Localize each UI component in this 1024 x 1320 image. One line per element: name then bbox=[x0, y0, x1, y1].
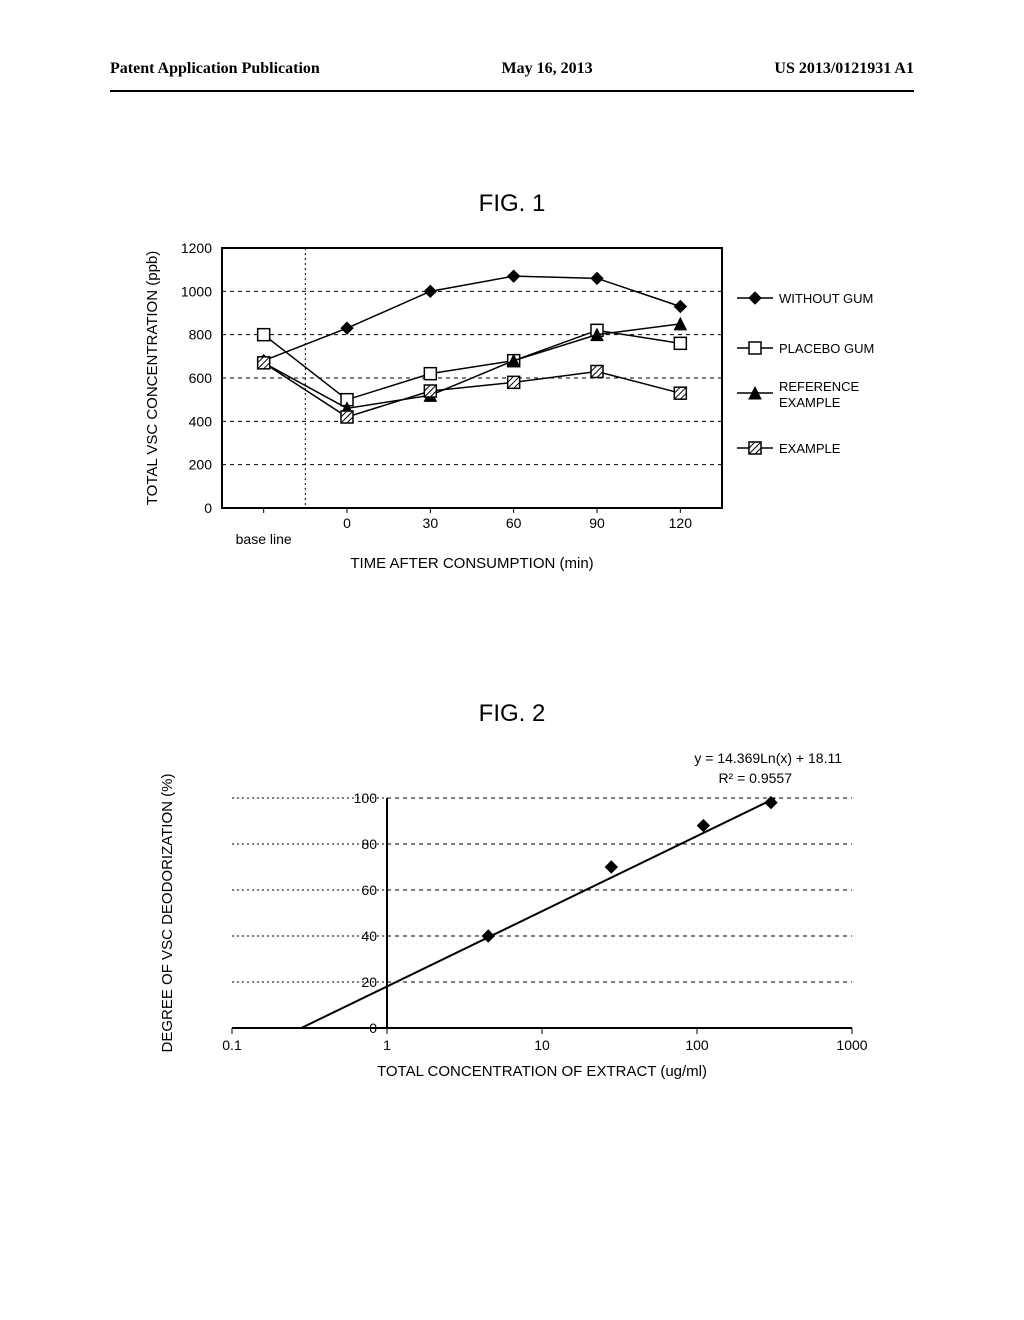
svg-text:0: 0 bbox=[343, 515, 351, 531]
svg-text:1200: 1200 bbox=[181, 240, 212, 256]
svg-text:600: 600 bbox=[189, 370, 213, 386]
svg-text:1000: 1000 bbox=[181, 283, 212, 299]
svg-text:200: 200 bbox=[189, 457, 213, 473]
figure-2-block: FIG. 2 2040608010000.11101001000y = 14.3… bbox=[0, 700, 1024, 1098]
figure-2-chart: 2040608010000.11101001000y = 14.369Ln(x)… bbox=[112, 738, 912, 1098]
svg-text:0: 0 bbox=[369, 1020, 377, 1036]
svg-text:10: 10 bbox=[534, 1037, 550, 1053]
svg-text:R² = 0.9557: R² = 0.9557 bbox=[718, 770, 792, 786]
header-right: US 2013/0121931 A1 bbox=[774, 60, 914, 90]
svg-text:EXAMPLE: EXAMPLE bbox=[779, 441, 841, 456]
svg-text:20: 20 bbox=[361, 974, 377, 990]
figure-1-chart: 0 200 400 600 800 1000 1200 base line 0 30 60 90 120… bbox=[112, 228, 912, 588]
svg-text:1: 1 bbox=[383, 1037, 391, 1053]
header-center: May 16, 2013 bbox=[502, 60, 593, 90]
svg-text:EXAMPLE: EXAMPLE bbox=[779, 395, 841, 410]
svg-text:40: 40 bbox=[361, 928, 377, 944]
svg-text:100: 100 bbox=[354, 790, 378, 806]
figure-1-block: FIG. 1 0 200 400 600 800 1000 1200 base line 0 30… bbox=[0, 190, 1024, 588]
figure-2-title: FIG. 2 bbox=[0, 700, 1024, 728]
svg-text:REFERENCE: REFERENCE bbox=[779, 379, 860, 394]
page-header: Patent Application Publication May 16, 2… bbox=[110, 60, 914, 92]
svg-text:0.1: 0.1 bbox=[222, 1037, 242, 1053]
svg-text:DEGREE OF VSC DEODORIZATION (%: DEGREE OF VSC DEODORIZATION (%) bbox=[159, 774, 176, 1053]
svg-text:120: 120 bbox=[669, 515, 693, 531]
svg-text:1000: 1000 bbox=[836, 1037, 867, 1053]
svg-text:TOTAL CONCENTRATION OF EXTRACT: TOTAL CONCENTRATION OF EXTRACT (ug/ml) bbox=[377, 1063, 707, 1080]
svg-text:PLACEBO GUM: PLACEBO GUM bbox=[779, 341, 874, 356]
svg-text:TIME AFTER CONSUMPTION (min): TIME AFTER CONSUMPTION (min) bbox=[350, 555, 593, 572]
svg-text:60: 60 bbox=[506, 515, 522, 531]
svg-text:30: 30 bbox=[423, 515, 439, 531]
svg-text:80: 80 bbox=[361, 836, 377, 852]
svg-text:TOTAL VSC CONCENTRATION (ppb): TOTAL VSC CONCENTRATION (ppb) bbox=[144, 251, 161, 505]
svg-text:60: 60 bbox=[361, 882, 377, 898]
svg-text:WITHOUT GUM: WITHOUT GUM bbox=[779, 291, 873, 306]
svg-text:100: 100 bbox=[685, 1037, 709, 1053]
svg-text:400: 400 bbox=[189, 413, 213, 429]
svg-text:0: 0 bbox=[204, 500, 212, 516]
page: Patent Application Publication May 16, 2… bbox=[0, 0, 1024, 1320]
figure-1-title: FIG. 1 bbox=[0, 190, 1024, 218]
header-left: Patent Application Publication bbox=[110, 60, 320, 90]
svg-text:base line: base line bbox=[236, 531, 292, 547]
svg-text:y = 14.369Ln(x) + 18.11: y = 14.369Ln(x) + 18.11 bbox=[694, 750, 842, 766]
svg-text:90: 90 bbox=[589, 515, 605, 531]
svg-text:800: 800 bbox=[189, 327, 213, 343]
